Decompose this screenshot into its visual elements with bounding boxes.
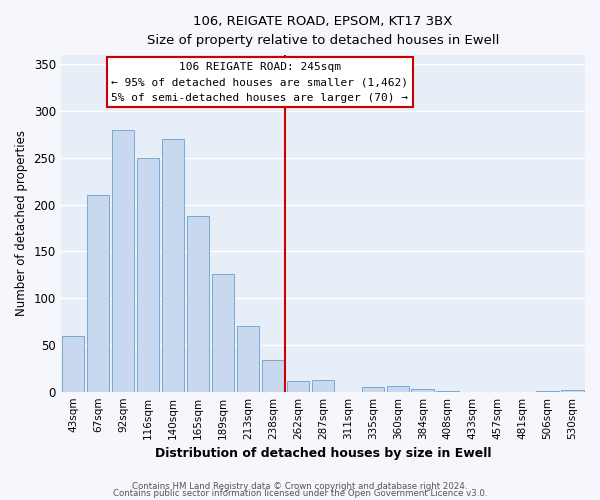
Bar [262, 360, 284, 392]
Bar [362, 387, 384, 392]
Bar [386, 386, 409, 392]
Bar [137, 158, 159, 392]
Bar [212, 274, 234, 392]
Bar [62, 336, 85, 392]
Title: 106, REIGATE ROAD, EPSOM, KT17 3BX
Size of property relative to detached houses : 106, REIGATE ROAD, EPSOM, KT17 3BX Size … [146, 15, 499, 47]
Bar [311, 380, 334, 392]
Bar [187, 216, 209, 392]
Text: 106 REIGATE ROAD: 245sqm
← 95% of detached houses are smaller (1,462)
5% of semi: 106 REIGATE ROAD: 245sqm ← 95% of detach… [112, 62, 409, 103]
Bar [162, 140, 184, 392]
Bar [87, 196, 109, 392]
X-axis label: Distribution of detached houses by size in Ewell: Distribution of detached houses by size … [155, 447, 491, 460]
Bar [536, 390, 559, 392]
Text: Contains HM Land Registry data © Crown copyright and database right 2024.: Contains HM Land Registry data © Crown c… [132, 482, 468, 491]
Bar [412, 389, 434, 392]
Bar [236, 326, 259, 392]
Bar [561, 390, 584, 392]
Bar [112, 130, 134, 392]
Y-axis label: Number of detached properties: Number of detached properties [15, 130, 28, 316]
Text: Contains public sector information licensed under the Open Government Licence v3: Contains public sector information licen… [113, 490, 487, 498]
Bar [287, 382, 309, 392]
Bar [436, 390, 459, 392]
